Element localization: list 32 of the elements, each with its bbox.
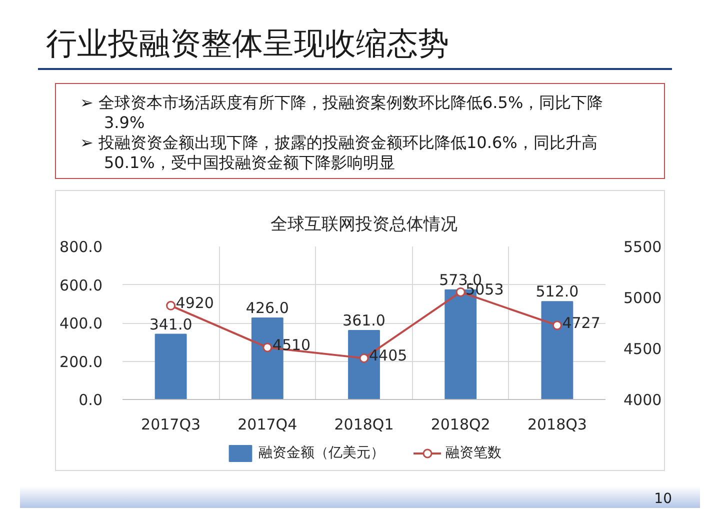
chart-title: 行业投融资整体呈现收缩态势 xyxy=(38,0,672,70)
text: ➢ 全球资本市场活跃度有所下降，投融资案例数环比降低6.5%，同比下降3.9% xyxy=(80,93,604,133)
point xyxy=(262,342,272,352)
point xyxy=(359,353,369,363)
x-tick-label: 2018Q3 xyxy=(527,416,587,434)
point xyxy=(552,320,562,330)
y-tick-label: 0.0 xyxy=(78,391,103,409)
text: 10 xyxy=(20,486,700,508)
bar xyxy=(154,334,187,400)
data-label: 4920 xyxy=(176,294,214,312)
y2-tick-label: 4500 xyxy=(624,340,662,358)
data-label: 426.0 xyxy=(246,299,289,318)
x-tick-label: 2018Q1 xyxy=(334,416,394,434)
y-tick-label: 600.0 xyxy=(60,276,103,294)
y2-tick-label: 5500 xyxy=(624,238,662,256)
x-tick-label: 2017Q3 xyxy=(141,416,201,434)
x-tick-label: 2017Q4 xyxy=(238,416,298,434)
data-label: 512.0 xyxy=(536,282,579,301)
x-tick-label: 2018Q2 xyxy=(430,416,490,434)
point xyxy=(166,300,176,310)
data-label: 361.0 xyxy=(342,311,386,330)
legend-label: 融资笔数 xyxy=(446,444,502,462)
y-tick-label: 800.0 xyxy=(60,238,103,256)
point xyxy=(456,287,466,297)
y2-tick-label: 4000 xyxy=(624,391,662,409)
data-label: 341.0 xyxy=(149,315,192,334)
text: ➢ 投融资资金额出现下降，披露的投融资金额环比降低10.6%，同比升高50.1%，受中国投融资金额下降影响明显 xyxy=(80,133,598,173)
chart-subtitle: 全球互联网投资总体情况 xyxy=(270,214,458,234)
y-tick-label: 400.0 xyxy=(60,314,103,332)
y2-tick-label: 5000 xyxy=(624,289,662,307)
legend-label: 融资金额（亿美元） xyxy=(258,444,384,462)
y-tick-label: 200.0 xyxy=(60,352,103,371)
